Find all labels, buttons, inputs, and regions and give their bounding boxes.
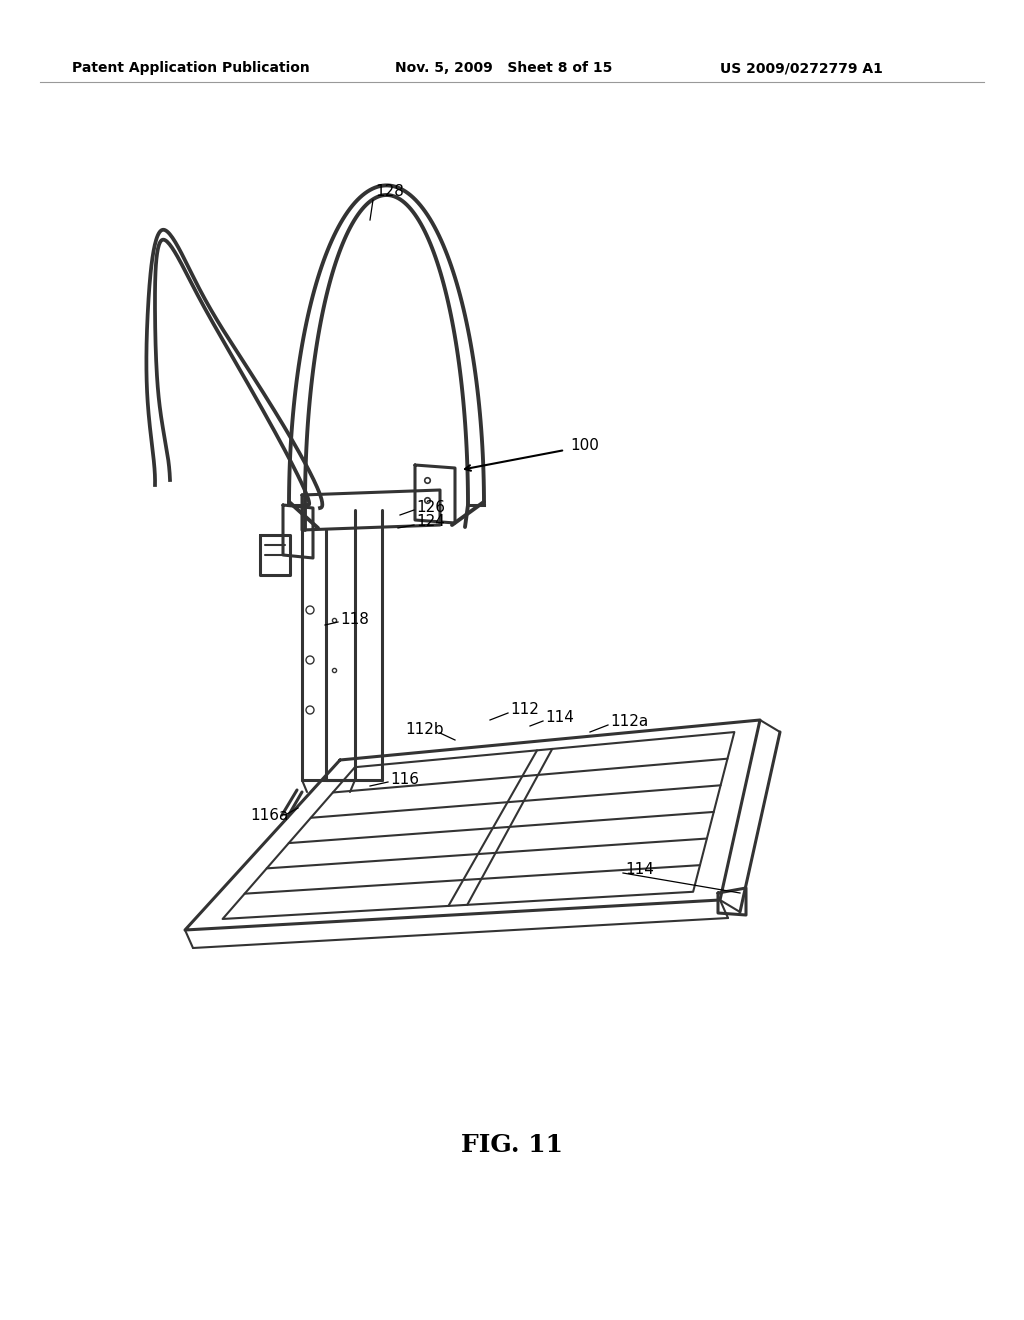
Text: 118: 118 [340,612,369,627]
Text: US 2009/0272779 A1: US 2009/0272779 A1 [720,61,883,75]
Text: 116a: 116a [250,808,289,822]
Text: 100: 100 [570,437,599,453]
Text: Nov. 5, 2009   Sheet 8 of 15: Nov. 5, 2009 Sheet 8 of 15 [395,61,612,75]
Text: 124: 124 [416,515,444,529]
Text: 114: 114 [625,862,654,878]
Text: 114: 114 [545,710,573,726]
Text: Patent Application Publication: Patent Application Publication [72,61,309,75]
Text: 112b: 112b [406,722,443,738]
Text: 126: 126 [416,499,445,515]
Text: 128: 128 [375,185,403,199]
Text: 112: 112 [510,702,539,718]
Text: 116: 116 [390,772,419,788]
Text: 112a: 112a [610,714,648,730]
Text: FIG. 11: FIG. 11 [461,1133,563,1158]
